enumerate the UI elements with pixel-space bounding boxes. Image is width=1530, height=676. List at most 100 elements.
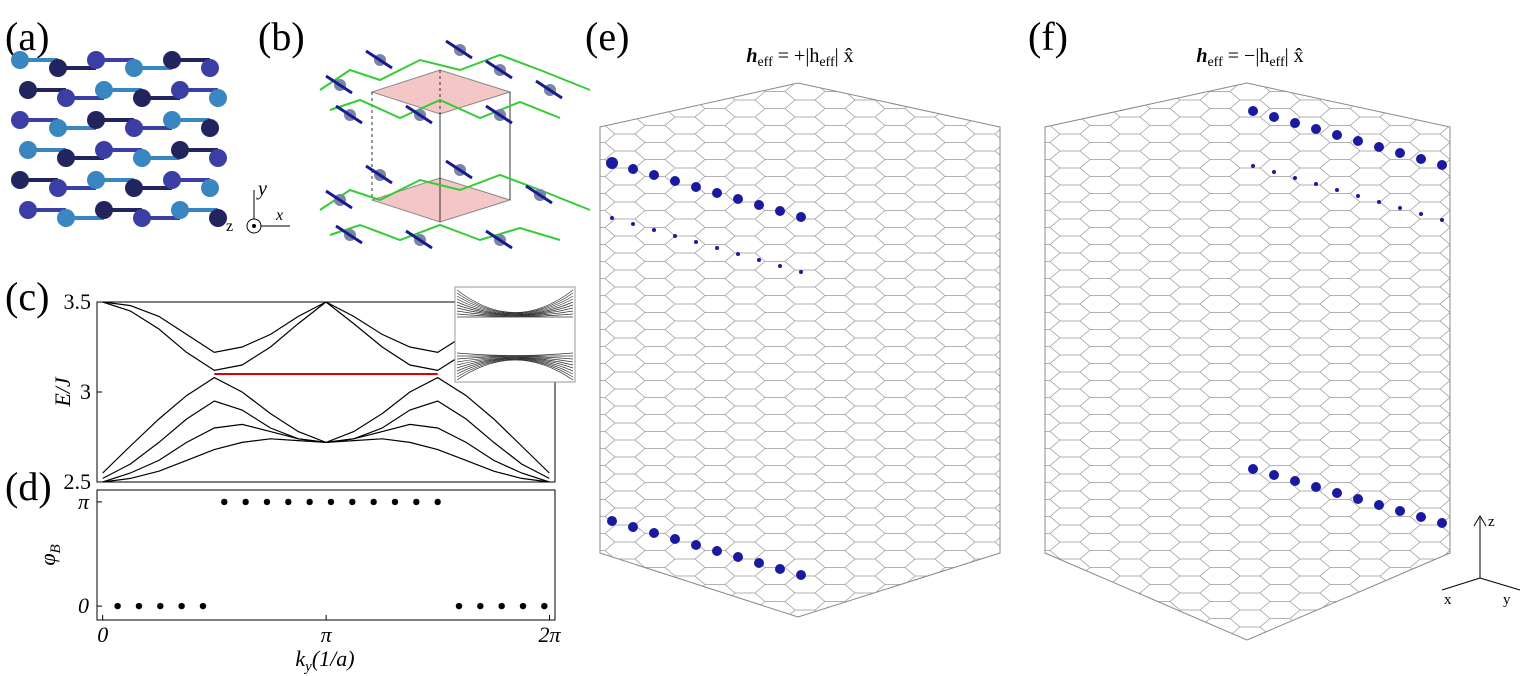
x-tick-label: π	[321, 622, 333, 647]
amplitude-dot	[1269, 470, 1279, 480]
atom	[133, 209, 151, 227]
amplitude-dot	[649, 528, 659, 538]
amplitude-dot	[775, 564, 785, 574]
axes-triad: y x z	[226, 178, 290, 235]
amplitude-dot	[1251, 164, 1255, 168]
x-tick-label: 0	[97, 622, 108, 647]
inset-line	[456, 310, 574, 317]
title-part: | x̂	[835, 45, 854, 67]
point	[434, 498, 441, 506]
lattice	[1045, 83, 1450, 640]
label-part: y	[303, 659, 312, 675]
amplitude-dot	[733, 552, 743, 562]
point	[519, 602, 527, 610]
y-tick-label: 2.5	[64, 469, 92, 494]
spin-arrow	[405, 104, 433, 125]
amplitude-dot	[691, 540, 701, 550]
amplitude-dot	[1332, 130, 1342, 140]
label-part: (1/a)	[312, 646, 355, 671]
atom	[11, 51, 29, 69]
atom	[49, 119, 67, 137]
inset-line	[456, 295, 574, 314]
amplitude-dot	[1311, 124, 1321, 134]
spin-arrow	[335, 224, 363, 245]
atom	[19, 141, 37, 159]
amplitude-dot	[712, 188, 722, 198]
inset-line	[456, 357, 574, 366]
amplitude-dot	[1416, 154, 1426, 164]
amplitude-dot	[606, 157, 618, 169]
amplitude-dot	[1437, 518, 1447, 528]
amplitude-dot	[796, 570, 806, 580]
inset	[454, 286, 576, 383]
spin-arrow	[325, 74, 353, 95]
amplitude-dot	[610, 216, 614, 220]
amplitude-dot	[691, 182, 701, 192]
panel-label: (c)	[5, 274, 49, 319]
atom	[19, 201, 37, 219]
point	[178, 602, 185, 610]
point	[327, 498, 335, 506]
y-tick-label: π	[78, 489, 90, 514]
amplitude-dot	[1248, 106, 1258, 116]
y-tick-label: 0	[78, 593, 89, 618]
inset-line	[456, 307, 574, 316]
atom	[163, 51, 181, 69]
amplitude-dot	[1437, 160, 1447, 170]
spin-arrow	[445, 159, 473, 180]
atom	[125, 179, 143, 197]
amplitude-dot	[1311, 482, 1321, 492]
atom	[171, 81, 189, 99]
y-tick-label: 3	[80, 379, 91, 404]
atom	[133, 149, 151, 167]
amplitude-dot	[628, 164, 638, 174]
amplitude-dot	[652, 228, 656, 232]
point	[477, 602, 484, 610]
point	[242, 498, 249, 506]
spin-arrow	[365, 49, 393, 70]
axis-label: z	[226, 218, 233, 235]
amplitude-dot	[1314, 182, 1318, 186]
amplitude-dot	[799, 270, 803, 274]
label-part: φ	[35, 554, 60, 566]
panel-label: (d)	[5, 464, 52, 509]
inset-line	[456, 313, 574, 317]
atom	[11, 171, 29, 189]
amplitude-dot	[1290, 476, 1300, 486]
lattice	[600, 83, 1000, 617]
amplitude-dot	[754, 200, 764, 210]
point	[221, 498, 228, 506]
atom	[95, 141, 113, 159]
inset-line	[456, 298, 574, 315]
inset-line	[456, 356, 574, 363]
atom	[57, 149, 75, 167]
panel-label: (f)	[1028, 14, 1068, 59]
axis-label: z	[1488, 514, 1495, 530]
inset-line	[456, 359, 574, 378]
amplitude-dot	[1377, 200, 1381, 204]
point	[199, 602, 207, 610]
inset-line	[456, 358, 574, 372]
amplitude-dot	[712, 546, 722, 556]
amplitude-dot	[736, 252, 740, 256]
amplitude-dot	[1248, 464, 1258, 474]
spin-arrow	[535, 79, 563, 100]
x-tick-label: 2π	[539, 622, 562, 647]
atom	[201, 119, 219, 137]
atom	[201, 59, 219, 77]
panel-label: (a)	[5, 14, 49, 59]
point	[349, 498, 356, 506]
amplitude-dot	[694, 240, 698, 244]
atom	[163, 171, 181, 189]
inset-line	[456, 358, 574, 375]
y-axis-label: φB	[35, 544, 64, 565]
amplitude-dot	[1395, 148, 1405, 158]
atom	[125, 119, 143, 137]
axis-label: y	[1503, 592, 1511, 608]
point	[498, 602, 505, 610]
inset-line	[456, 359, 574, 381]
panel-title: heff = +|heff| x̂	[746, 45, 853, 70]
plot-frame	[96, 489, 556, 621]
spin-arrow	[485, 104, 513, 125]
amplitude-dot	[1272, 170, 1276, 174]
